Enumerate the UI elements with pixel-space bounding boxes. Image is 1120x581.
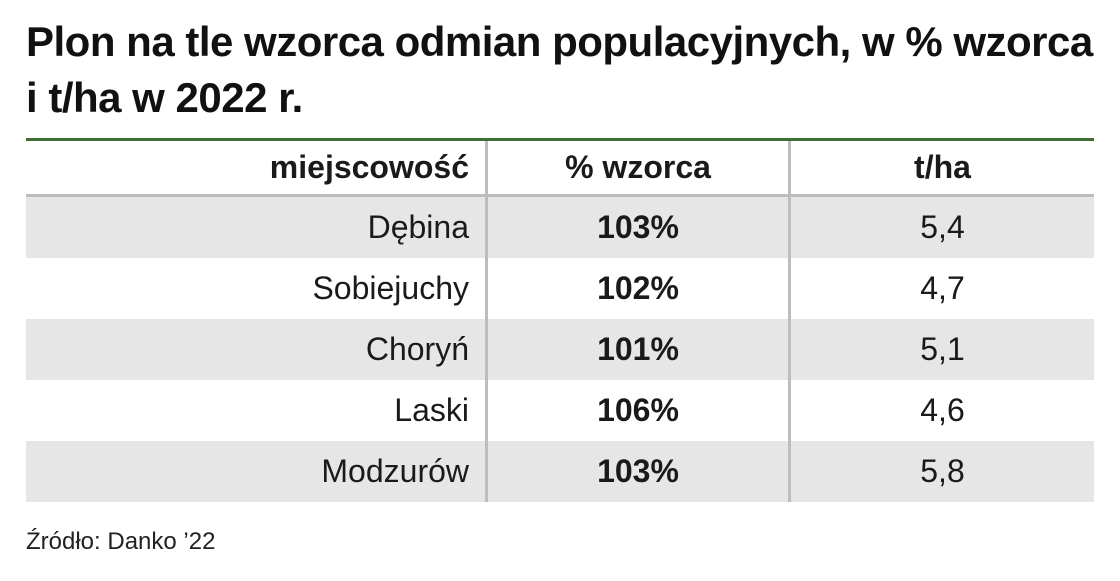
yield-table: miejscowość % wzorca t/ha Dębina 103% 5,… — [26, 141, 1094, 502]
cell-yield: 4,6 — [920, 392, 965, 428]
cell-percent: 102% — [488, 258, 791, 319]
cell-location: Dębina — [26, 197, 488, 258]
cell-yield: 5,1 — [920, 331, 965, 367]
table-row: Laski 106% 4,6 — [26, 380, 1094, 441]
cell-location: Modzurów — [26, 441, 488, 502]
table-row: Dębina 103% 5,4 — [26, 197, 1094, 258]
cell-location: Sobiejuchy — [26, 258, 488, 319]
table-row: Sobiejuchy 102% 4,7 — [26, 258, 1094, 319]
cell-location: Laski — [26, 380, 488, 441]
chart-title: Plon na tle wzorca odmian populacyjnych,… — [26, 18, 1093, 121]
cell-location: Choryń — [26, 319, 488, 380]
title-rule — [26, 138, 1094, 141]
header-location: miejscowość — [26, 141, 488, 194]
header-percent: % wzorca — [488, 141, 791, 194]
table-header-row: miejscowość % wzorca t/ha — [26, 141, 1094, 197]
cell-percent: 103% — [488, 441, 791, 502]
header-yield: t/ha — [914, 149, 971, 185]
table-row: Modzurów 103% 5,8 — [26, 441, 1094, 502]
table-row: Choryń 101% 5,1 — [26, 319, 1094, 380]
cell-yield: 5,8 — [920, 453, 965, 489]
cell-percent: 101% — [488, 319, 791, 380]
cell-percent: 103% — [488, 197, 791, 258]
cell-yield: 5,4 — [920, 209, 965, 245]
cell-yield: 4,7 — [920, 270, 965, 306]
cell-percent: 106% — [488, 380, 791, 441]
source-note: Źródło: Danko ’22 — [26, 528, 216, 555]
